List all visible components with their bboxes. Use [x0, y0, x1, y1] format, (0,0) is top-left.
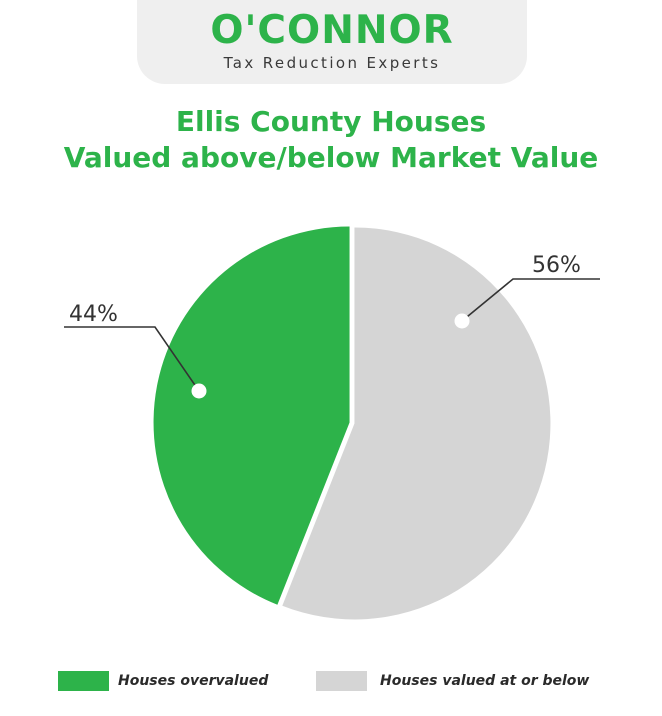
leader-line-at-or-below	[461, 278, 600, 322]
logo-banner: O'CONNOR Tax Reduction Experts	[137, 0, 527, 84]
chart-title-line-2: Valued above/below Market Value	[63, 141, 599, 174]
pie-slice-overvalued	[153, 226, 350, 605]
leader-dot-overvalued	[191, 383, 207, 399]
pie-slice-at-or-below	[282, 227, 551, 620]
legend-label-at-or-below: Houses valued at or below	[380, 673, 590, 689]
chart-title-line-1: Ellis County Houses	[175, 105, 487, 138]
brand-tagline: Tax Reduction Experts	[223, 54, 441, 72]
slice-label-at-or-below: 56%	[532, 253, 581, 278]
legend-label-overvalued: Houses overvalued	[118, 673, 269, 689]
leader-dot-at-or-below	[454, 313, 470, 329]
legend-swatch-overvalued	[58, 671, 109, 691]
legend-swatch-at-or-below	[316, 671, 367, 691]
pie-slices	[153, 226, 551, 620]
leader-line-overvalued	[64, 326, 200, 392]
pie-leader-lines	[64, 278, 600, 399]
brand-logo: O'CONNOR	[210, 8, 454, 53]
chart-title: Ellis County Houses Valued above/below M…	[0, 104, 662, 176]
slice-label-overvalued: 44%	[69, 302, 118, 327]
